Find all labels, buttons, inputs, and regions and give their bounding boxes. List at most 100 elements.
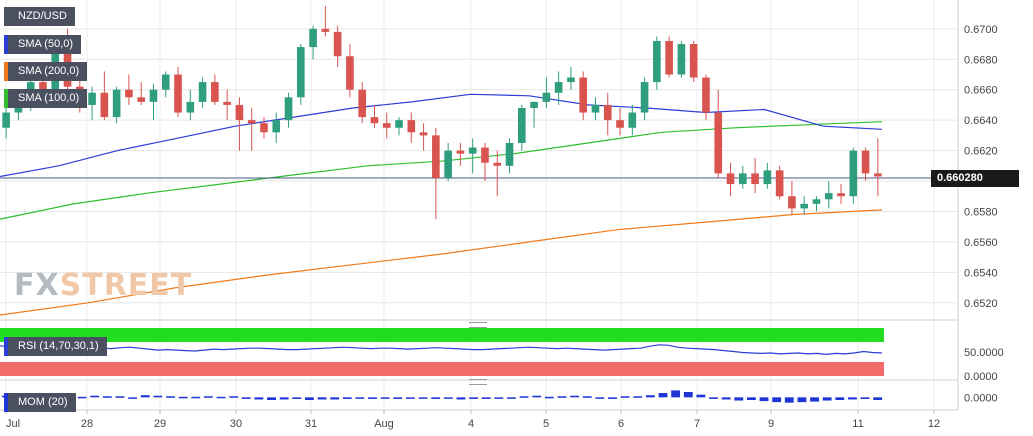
candle	[665, 36, 673, 78]
momentum-bar	[532, 395, 542, 398]
momentum-bar	[645, 395, 655, 398]
candle	[125, 74, 133, 105]
candle-body	[530, 101, 538, 108]
candle-body	[677, 44, 686, 75]
candle	[738, 165, 747, 189]
candle-body	[395, 120, 403, 128]
candle	[861, 147, 870, 182]
momentum-bar	[544, 396, 554, 399]
time-tick-label: Jul	[6, 418, 20, 430]
momentum-bar	[368, 397, 377, 399]
legend-sma-100[interactable]: SMA (100,0)	[4, 89, 88, 108]
time-tick-label: 9	[768, 418, 774, 430]
momentum-bar	[860, 397, 870, 399]
candle-body	[689, 44, 698, 78]
candle	[272, 112, 281, 143]
candle-body	[333, 31, 342, 57]
price-tick-label: 0.6560	[964, 237, 998, 249]
pane-resize-handle-rsi[interactable]	[469, 322, 487, 328]
candle-body	[88, 92, 96, 105]
momentum-bar	[481, 397, 491, 399]
sma-50-path	[0, 93, 883, 178]
time-tick-label: Aug	[374, 418, 394, 430]
price-tick-label: 0.6640	[964, 115, 998, 127]
candle-body	[505, 142, 514, 166]
momentum-bar	[317, 397, 327, 400]
candle	[346, 44, 354, 98]
momentum-bar	[784, 397, 794, 403]
momentum-bar	[772, 397, 782, 403]
price-tick-label: 0.6580	[964, 206, 998, 218]
momentum-bar	[494, 397, 504, 399]
time-tick-label: 12	[928, 418, 940, 430]
candle-body	[125, 89, 133, 98]
candle	[370, 104, 379, 128]
time-axis: Jul 28 29 30 31 Aug 4 5 6 7 9 11 12	[5, 410, 940, 430]
legend-momentum[interactable]: MOM (20)	[4, 393, 76, 412]
candle-body	[788, 196, 796, 209]
candle	[419, 123, 428, 151]
candle	[751, 158, 759, 194]
candle-body	[800, 203, 809, 209]
candle-body	[112, 89, 121, 118]
candle-body	[407, 120, 416, 133]
pane-resize-handle-mom[interactable]	[469, 379, 487, 385]
candle	[186, 89, 195, 121]
price-tick-label: 0.6540	[964, 267, 998, 279]
candle-body	[223, 101, 231, 105]
candle	[689, 41, 698, 83]
fxstreet-watermark: FXSTREET	[14, 268, 193, 303]
momentum-bar	[570, 395, 580, 398]
candle	[309, 25, 317, 60]
candle	[640, 77, 649, 121]
candle	[542, 77, 551, 108]
price-axis: 0.67000.66800.66600.66400.66200.66000.65…	[964, 24, 1004, 405]
time-tick-label: 30	[230, 418, 242, 430]
legend-sma-200[interactable]: SMA (200,0)	[4, 62, 88, 81]
rsi-path	[0, 344, 883, 356]
momentum-bar	[734, 397, 744, 401]
candle-body	[444, 150, 452, 178]
candle-body	[346, 56, 354, 90]
candle	[333, 25, 342, 67]
price-tick-label: 0.6700	[964, 24, 998, 36]
candle-body	[260, 123, 268, 133]
momentum-bar	[77, 396, 87, 399]
candle-body	[149, 89, 158, 102]
candle	[653, 36, 661, 90]
price-tick-label: 0.6680	[964, 54, 998, 66]
momentum-bar	[342, 397, 352, 399]
time-tick-label: 29	[154, 418, 166, 430]
candle	[456, 142, 465, 166]
oversold-band	[0, 362, 884, 376]
momentum-bar	[696, 394, 706, 398]
momentum-bar	[557, 396, 567, 398]
candle	[382, 112, 391, 139]
candle	[284, 92, 293, 128]
candle-body	[186, 101, 195, 113]
time-tick-label: 6	[618, 418, 624, 430]
candle-body	[419, 132, 428, 136]
candle	[88, 86, 96, 121]
candle-body	[296, 47, 305, 98]
candle	[517, 104, 526, 151]
candle-body	[382, 123, 391, 128]
candle	[198, 77, 207, 108]
candle	[763, 162, 772, 189]
candle	[481, 142, 489, 182]
candle-body	[775, 170, 784, 197]
candle	[407, 112, 416, 143]
candle	[702, 74, 710, 121]
candle	[223, 89, 231, 121]
momentum-bar	[115, 396, 125, 398]
candle	[812, 196, 821, 212]
candle-body	[456, 150, 465, 154]
legend-symbol[interactable]: NZD/USD	[4, 7, 75, 26]
candle-body	[874, 173, 882, 177]
candle-body	[542, 92, 551, 102]
candle-body	[738, 173, 747, 185]
legend-rsi[interactable]: RSI (14,70,30,1)	[4, 337, 107, 356]
legend-sma-50[interactable]: SMA (50,0)	[4, 35, 82, 54]
overbought-band	[0, 328, 884, 342]
candle-body	[161, 74, 170, 90]
